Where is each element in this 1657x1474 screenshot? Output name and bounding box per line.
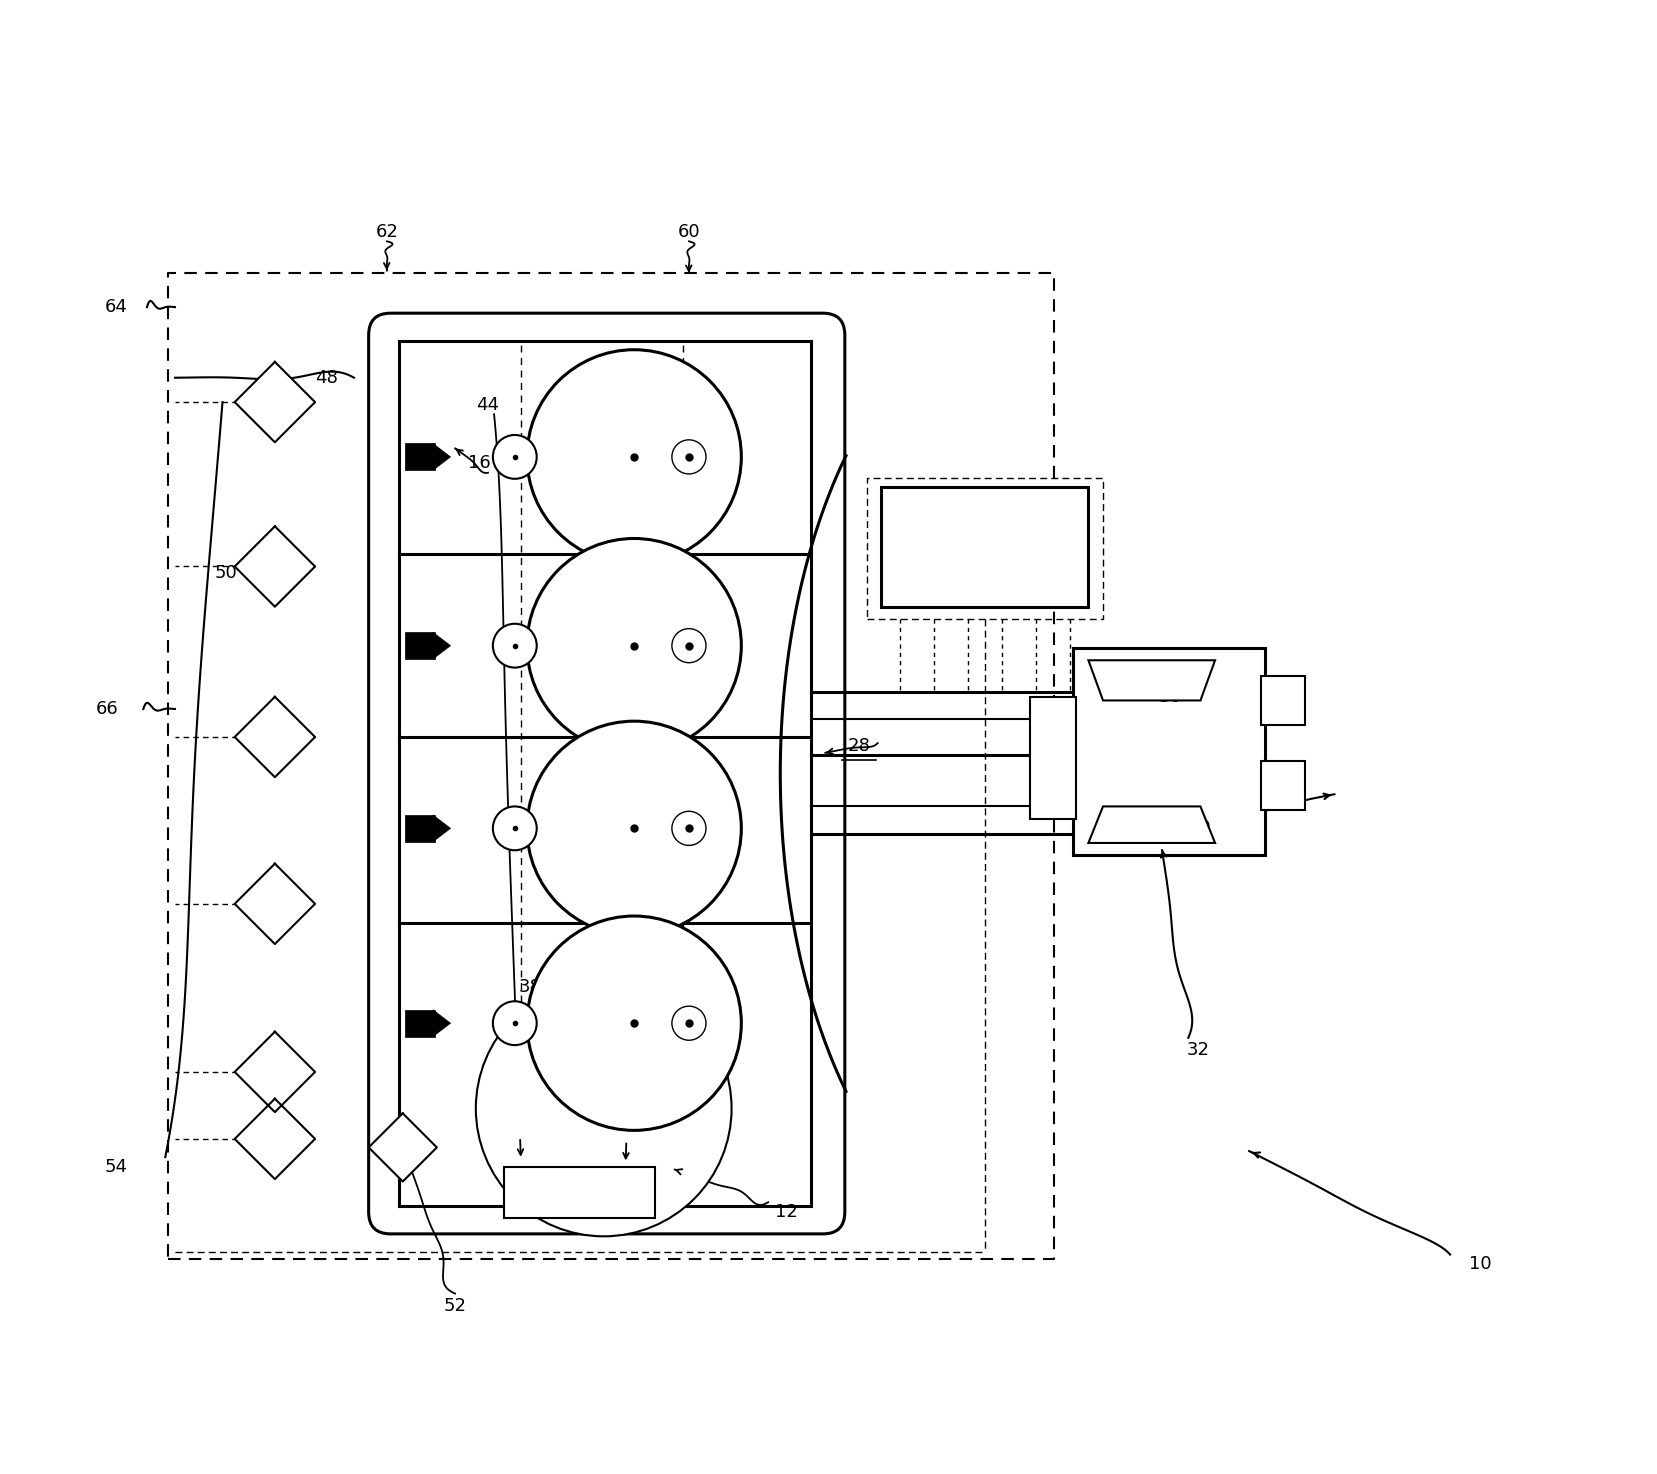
Bar [404, 444, 436, 470]
Circle shape [492, 806, 537, 850]
Text: 38: 38 [519, 977, 542, 995]
Text: 52: 52 [444, 1297, 466, 1315]
Circle shape [527, 721, 741, 936]
Text: 56: 56 [973, 538, 996, 556]
Polygon shape [368, 1113, 436, 1182]
Text: 32: 32 [1186, 1041, 1210, 1058]
Polygon shape [432, 815, 451, 842]
Polygon shape [235, 1032, 315, 1111]
Circle shape [527, 538, 741, 753]
Bar [504, 1167, 655, 1218]
Text: 20: 20 [529, 817, 552, 834]
Circle shape [527, 349, 741, 565]
Text: 42: 42 [590, 545, 613, 563]
Circle shape [492, 435, 537, 479]
Circle shape [492, 624, 537, 668]
Bar [1261, 762, 1304, 811]
Text: 28: 28 [847, 737, 870, 755]
Bar [1261, 677, 1304, 725]
Text: 26: 26 [668, 640, 691, 657]
Bar [404, 1010, 436, 1036]
Polygon shape [1087, 806, 1215, 843]
Text: 44: 44 [476, 395, 499, 414]
Text: 16: 16 [467, 454, 490, 472]
Bar [1029, 697, 1075, 818]
Text: 18: 18 [529, 640, 552, 657]
Text: 22: 22 [668, 457, 691, 475]
Polygon shape [1087, 660, 1215, 700]
Text: 14: 14 [606, 444, 630, 463]
Circle shape [671, 811, 706, 846]
Text: 64: 64 [104, 298, 128, 315]
Polygon shape [432, 444, 451, 470]
Polygon shape [235, 526, 315, 607]
Text: 54: 54 [104, 1159, 128, 1176]
Circle shape [527, 915, 741, 1131]
Bar [404, 632, 436, 659]
Text: 30: 30 [1188, 820, 1211, 837]
Text: 62: 62 [374, 223, 398, 240]
Text: 58: 58 [911, 566, 933, 584]
Text: 60: 60 [678, 223, 699, 240]
Text: 12: 12 [774, 1203, 797, 1220]
Circle shape [492, 1001, 537, 1045]
Circle shape [671, 439, 706, 475]
Circle shape [476, 980, 731, 1237]
Text: 48: 48 [315, 368, 338, 386]
Text: 34: 34 [1158, 808, 1181, 825]
FancyBboxPatch shape [368, 312, 845, 1234]
Text: 50: 50 [215, 563, 237, 582]
Text: 40: 40 [659, 999, 681, 1017]
Polygon shape [432, 632, 451, 659]
Bar [1072, 649, 1264, 855]
Polygon shape [432, 1010, 451, 1036]
Circle shape [671, 628, 706, 663]
Text: 66: 66 [96, 700, 118, 718]
Polygon shape [235, 363, 315, 442]
Polygon shape [235, 697, 315, 777]
Polygon shape [235, 1098, 315, 1179]
Bar [882, 488, 1087, 607]
Text: 36: 36 [1158, 688, 1181, 706]
Text: 46: 46 [641, 395, 663, 414]
Polygon shape [235, 864, 315, 943]
Text: 10: 10 [1468, 1256, 1491, 1274]
Bar [404, 815, 436, 842]
Circle shape [671, 1007, 706, 1041]
Text: 24: 24 [668, 818, 691, 836]
